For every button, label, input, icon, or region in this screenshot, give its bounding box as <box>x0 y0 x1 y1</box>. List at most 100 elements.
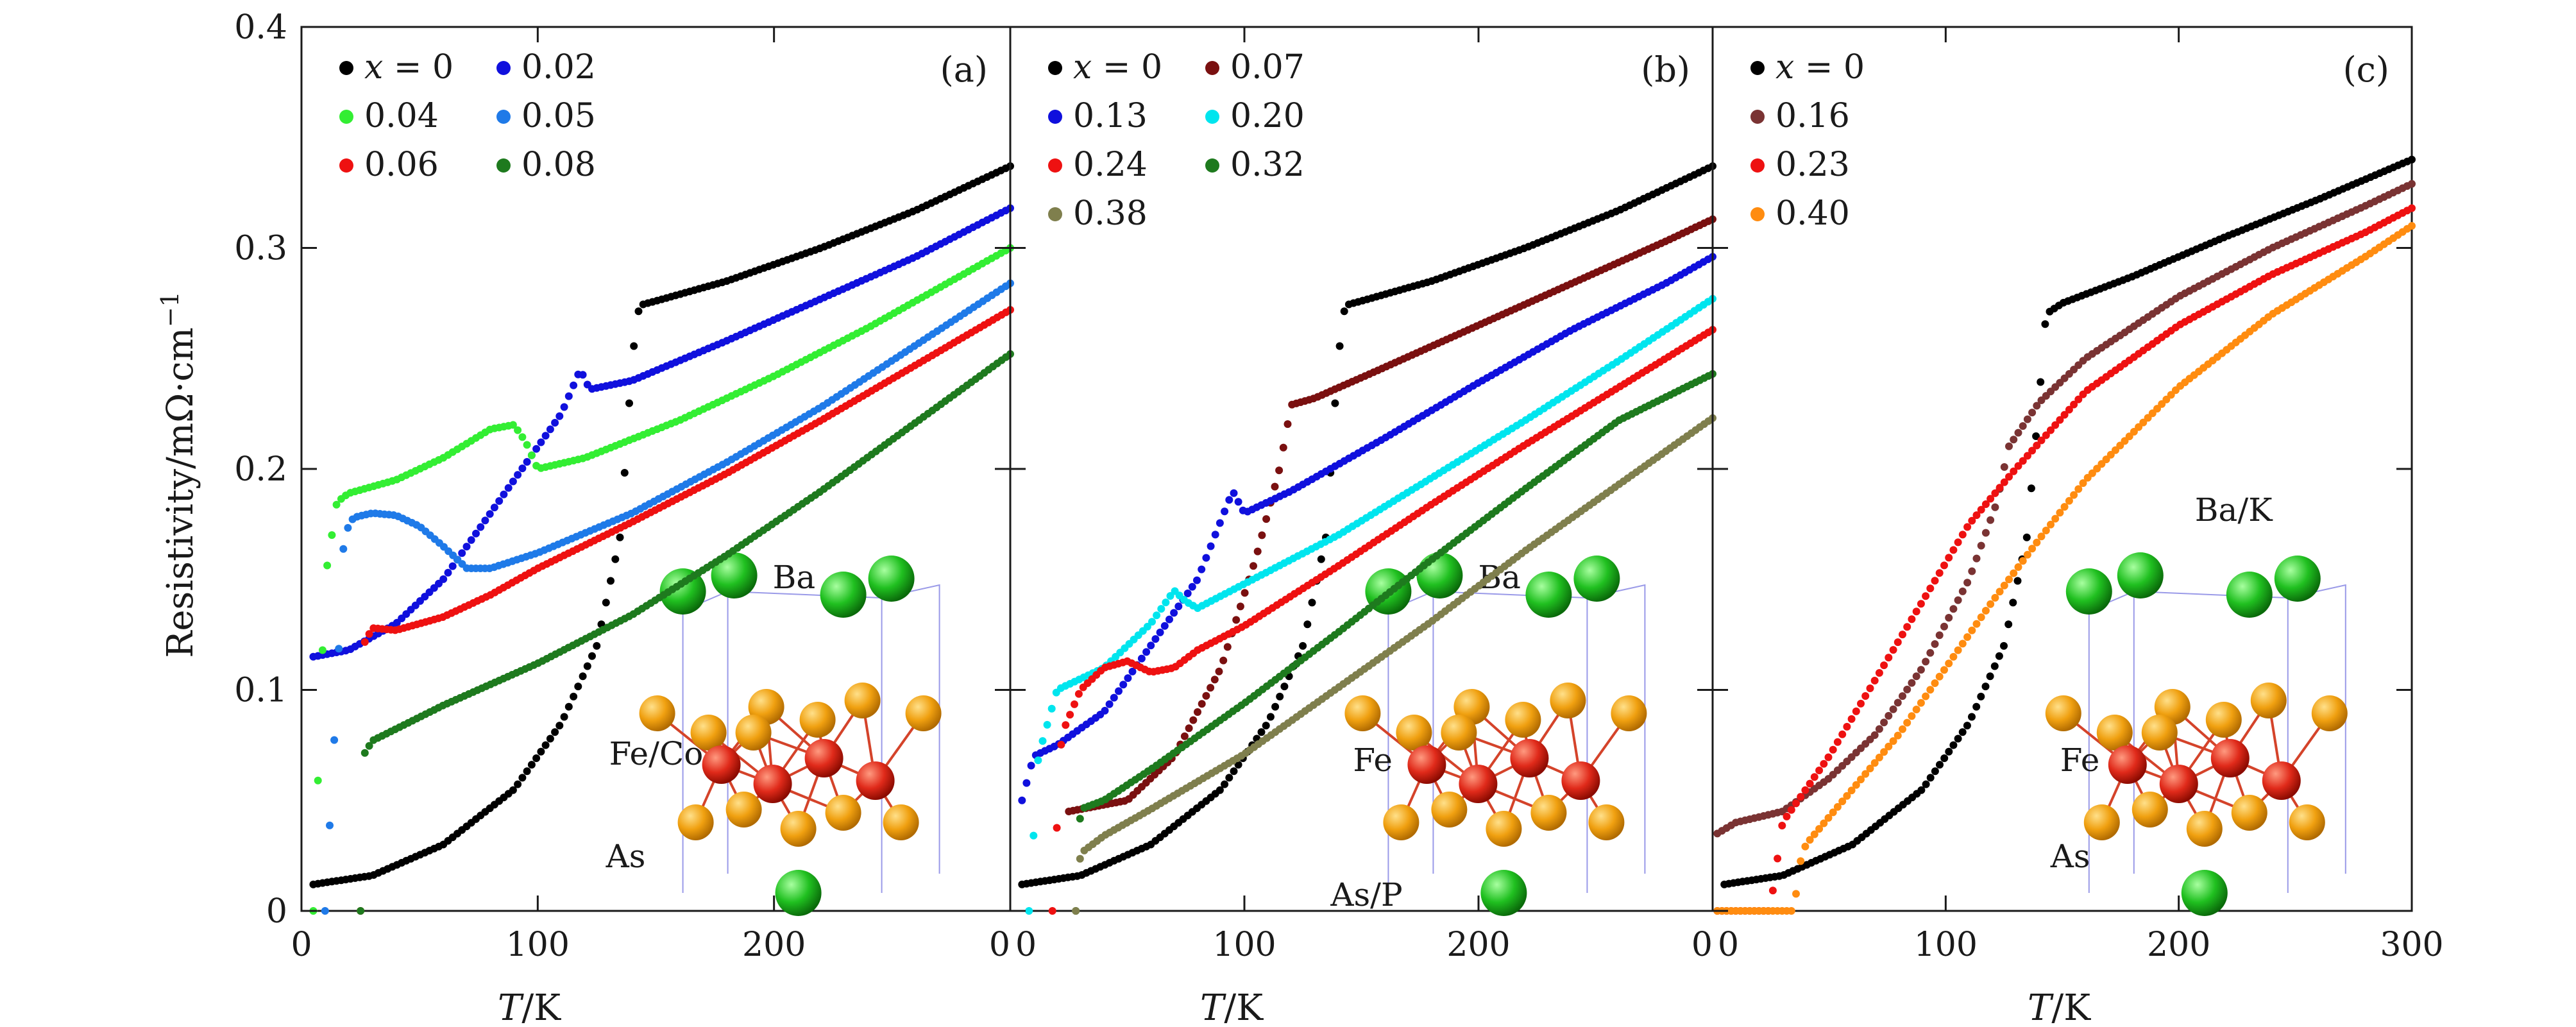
data-point <box>1977 541 1985 550</box>
data-point <box>620 469 629 477</box>
x-axis-title-a-symbol: T <box>498 987 524 1027</box>
ba-atom-0-4 <box>775 870 822 916</box>
data-point <box>1211 530 1219 539</box>
data-point <box>330 736 339 744</box>
data-point <box>1833 802 1842 811</box>
ba-atom-0-2 <box>820 572 867 618</box>
data-point <box>326 821 334 829</box>
ba-atom-0-0 <box>659 568 706 615</box>
data-point <box>1234 498 1242 506</box>
data-point <box>2000 641 2008 650</box>
data-point <box>1940 754 1949 762</box>
as-atom-0-4 <box>844 683 881 718</box>
series-5 <box>1072 369 1716 915</box>
legend-marker <box>496 61 511 75</box>
x-tick-label: 100 <box>506 926 570 964</box>
as-atom-2-6 <box>2083 804 2120 840</box>
data-point <box>1954 646 1962 654</box>
data-point <box>1797 793 1805 801</box>
legend-label: 0.13 <box>1073 97 1148 135</box>
data-point <box>574 683 582 691</box>
series-3 <box>1713 222 2416 915</box>
data-point <box>318 646 326 654</box>
legend-label: 0.04 <box>364 97 439 135</box>
legend-marker <box>496 110 511 124</box>
data-point <box>2000 463 2008 471</box>
legend-variable: x <box>364 48 383 87</box>
data-point <box>1234 761 1242 769</box>
series-4 <box>357 306 1014 915</box>
data-point <box>360 638 369 646</box>
legend-marker <box>1750 110 1765 124</box>
ba-atom-1-2 <box>1525 572 1572 618</box>
legend: x = 0 0.02 0.04 0.05 0.06 0.08 <box>339 48 596 184</box>
legend-item: 0.08 <box>496 146 596 184</box>
as-atom-1-9 <box>1530 795 1567 831</box>
data-point <box>2162 395 2171 403</box>
data-point <box>1193 576 1201 584</box>
data-point <box>1792 799 1800 808</box>
legend-item: x = 0 <box>339 48 453 87</box>
data-point <box>611 555 620 563</box>
data-point <box>1225 774 1233 782</box>
data-point <box>1912 607 1920 616</box>
legend-label: 0.05 <box>521 97 596 135</box>
data-point <box>1991 503 1999 511</box>
data-point <box>1968 713 1976 721</box>
data-point <box>2028 409 2037 417</box>
data-point <box>1922 780 1930 788</box>
data-point <box>527 451 536 459</box>
data-point <box>1972 702 1981 711</box>
data-point <box>1968 516 1976 525</box>
data-point <box>1815 825 1824 833</box>
legend-label: 0.20 <box>1230 97 1305 135</box>
data-point <box>1165 615 1173 624</box>
data-point <box>365 630 373 638</box>
data-point <box>444 568 452 577</box>
data-point <box>1066 711 1074 719</box>
legend-item: 0.06 <box>339 146 439 184</box>
data-point <box>570 381 578 389</box>
data-point <box>328 531 336 539</box>
legend-label: x = 0 <box>364 48 453 87</box>
data-point <box>1778 822 1786 829</box>
data-point <box>1987 495 1995 503</box>
data-point <box>588 652 596 660</box>
data-point <box>2060 503 2069 511</box>
data-point <box>1908 679 1916 687</box>
series-6 <box>1072 414 1716 915</box>
data-point <box>2074 395 2083 403</box>
data-point <box>1963 579 1972 587</box>
data-point <box>1857 699 1865 708</box>
data-point <box>1875 753 1883 761</box>
as-atom-0-5 <box>905 695 942 731</box>
legend-marker <box>1048 207 1062 221</box>
legend-label: 0.40 <box>1775 194 1850 233</box>
data-point <box>323 561 332 570</box>
data-point <box>2028 545 2037 553</box>
data-point <box>1194 708 1201 716</box>
ba-atom-1-1 <box>1416 552 1463 598</box>
as-atom-1-3 <box>1505 702 1541 738</box>
data-point <box>1870 731 1879 739</box>
data-point <box>1170 609 1178 617</box>
data-point <box>1986 672 1994 681</box>
legend-label: 0.32 <box>1230 146 1305 184</box>
data-point <box>1981 607 1990 615</box>
as-atom-1-7 <box>1431 792 1468 828</box>
data-point <box>1940 561 1948 570</box>
data-point <box>1968 626 1976 634</box>
fe-atom-1-3 <box>1561 761 1600 800</box>
as-atom-0-1 <box>690 715 727 751</box>
data-point <box>1885 742 1893 751</box>
data-point <box>1908 712 1916 720</box>
legend-item: 0.38 <box>1048 194 1148 233</box>
x-tick-label: 0 <box>1718 926 1739 964</box>
x-tick-label: 0 <box>1691 926 1713 964</box>
fe-atom-2-3 <box>2262 761 2301 800</box>
data-point <box>579 672 587 681</box>
series-5 <box>357 350 1014 915</box>
legend-label: 0.16 <box>1775 97 1850 135</box>
legend-label: 0.24 <box>1073 146 1148 184</box>
